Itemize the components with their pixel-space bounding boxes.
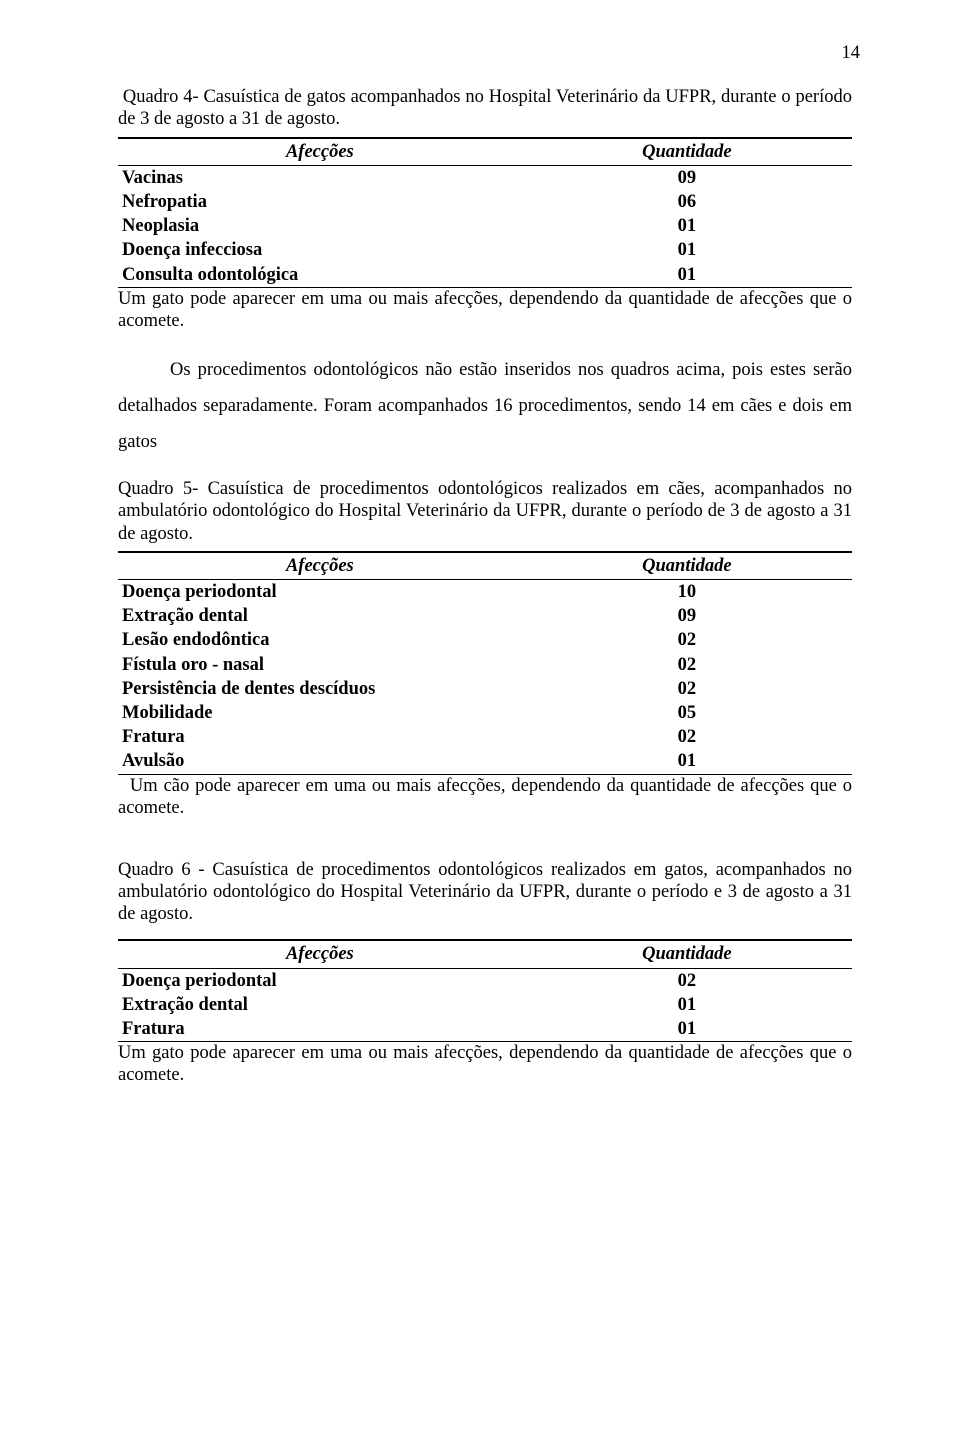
row-value: 02 [522, 653, 852, 677]
table-row: Neoplasia01 [118, 214, 852, 238]
row-value: 01 [522, 263, 852, 288]
q6-header-r: Quantidade [522, 940, 852, 968]
q6-footnote: Um gato pode aparecer em uma ou mais afe… [118, 1042, 852, 1086]
q4-caption: Quadro 4- Casuística de gatos acompanhad… [118, 86, 852, 130]
q5-body: Doença periodontal10Extração dental09Les… [118, 580, 852, 775]
table-row: Mobilidade05 [118, 701, 852, 725]
q6-body: Doença periodontal02Extração dental01Fra… [118, 968, 852, 1042]
row-label: Neoplasia [118, 214, 522, 238]
row-label: Fístula oro - nasal [118, 653, 522, 677]
table-row: Nefropatia06 [118, 190, 852, 214]
q4-table: Afecções Quantidade Vacinas09Nefropatia0… [118, 137, 852, 288]
q6-table: Afecções Quantidade Doença periodontal02… [118, 939, 852, 1042]
row-value: 01 [522, 238, 852, 262]
row-label: Consulta odontológica [118, 263, 522, 288]
q6-header-l: Afecções [118, 940, 522, 968]
row-value: 02 [522, 968, 852, 993]
table-row: Fratura01 [118, 1017, 852, 1042]
row-label: Vacinas [118, 165, 522, 190]
row-label: Mobilidade [118, 701, 522, 725]
q5-caption: Quadro 5- Casuística de procedimentos od… [118, 478, 852, 545]
table-row: Doença periodontal02 [118, 968, 852, 993]
row-label: Nefropatia [118, 190, 522, 214]
table-row: Persistência de dentes descíduos02 [118, 677, 852, 701]
page-number: 14 [118, 42, 860, 64]
row-value: 06 [522, 190, 852, 214]
q5-header-r: Quantidade [522, 552, 852, 580]
row-label: Extração dental [118, 604, 522, 628]
row-label: Avulsão [118, 749, 522, 774]
table-row: Doença periodontal10 [118, 580, 852, 605]
table-row: Doença infecciosa01 [118, 238, 852, 262]
row-value: 01 [522, 749, 852, 774]
q4-footnote: Um gato pode aparecer em uma ou mais afe… [118, 288, 852, 332]
table-row: Extração dental01 [118, 993, 852, 1017]
row-label: Lesão endodôntica [118, 628, 522, 652]
paragraph-1: Os procedimentos odontológicos não estão… [118, 352, 852, 460]
table-row: Vacinas09 [118, 165, 852, 190]
row-value: 01 [522, 1017, 852, 1042]
row-value: 01 [522, 214, 852, 238]
table-row: Lesão endodôntica02 [118, 628, 852, 652]
row-value: 02 [522, 628, 852, 652]
q5-header-l: Afecções [118, 552, 522, 580]
row-value: 09 [522, 165, 852, 190]
q4-body: Vacinas09Nefropatia06Neoplasia01Doença i… [118, 165, 852, 287]
table-row: Fratura02 [118, 725, 852, 749]
table-row: Fístula oro - nasal02 [118, 653, 852, 677]
q5-footnote: Um cão pode aparecer em uma ou mais afec… [118, 775, 852, 819]
q4-header-l: Afecções [118, 138, 522, 166]
row-value: 09 [522, 604, 852, 628]
row-value: 10 [522, 580, 852, 605]
row-value: 05 [522, 701, 852, 725]
row-label: Doença infecciosa [118, 238, 522, 262]
table-row: Extração dental09 [118, 604, 852, 628]
row-value: 02 [522, 725, 852, 749]
row-label: Fratura [118, 725, 522, 749]
row-value: 02 [522, 677, 852, 701]
row-label: Fratura [118, 1017, 522, 1042]
row-label: Extração dental [118, 993, 522, 1017]
table-row: Consulta odontológica01 [118, 263, 852, 288]
q6-caption: Quadro 6 - Casuística de procedimentos o… [118, 859, 852, 926]
row-label: Persistência de dentes descíduos [118, 677, 522, 701]
row-label: Doença periodontal [118, 968, 522, 993]
q5-table: Afecções Quantidade Doença periodontal10… [118, 551, 852, 775]
row-value: 01 [522, 993, 852, 1017]
row-label: Doença periodontal [118, 580, 522, 605]
q4-header-r: Quantidade [522, 138, 852, 166]
table-row: Avulsão01 [118, 749, 852, 774]
